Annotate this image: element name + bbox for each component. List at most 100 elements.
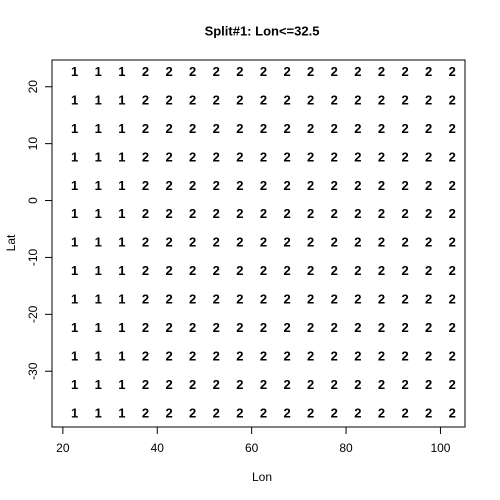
point-label: 2	[142, 348, 149, 363]
point-label: 2	[449, 235, 456, 250]
point-label: 2	[213, 178, 220, 193]
point-label: 1	[95, 121, 102, 136]
point-label: 2	[236, 377, 243, 392]
point-label: 1	[118, 206, 125, 221]
point-label: 2	[307, 64, 314, 79]
point-label: 2	[449, 377, 456, 392]
point-label: 2	[425, 64, 432, 79]
point-label: 2	[283, 292, 290, 307]
point-label: 2	[236, 405, 243, 420]
point-label: 1	[118, 178, 125, 193]
point-label: 2	[449, 206, 456, 221]
point-label: 2	[378, 263, 385, 278]
point-label: 2	[283, 121, 290, 136]
point-label: 2	[401, 92, 408, 107]
point-label: 2	[354, 292, 361, 307]
point-label: 2	[307, 92, 314, 107]
point-label: 2	[401, 377, 408, 392]
point-label: 1	[118, 405, 125, 420]
point-label: 2	[142, 263, 149, 278]
chart-title: Split#1: Lon<=32.5	[205, 23, 320, 38]
point-label: 2	[165, 348, 172, 363]
point-label: 2	[401, 292, 408, 307]
point-label: 2	[189, 348, 196, 363]
point-label: 2	[189, 377, 196, 392]
point-label: 1	[71, 320, 78, 335]
point-label: 2	[213, 206, 220, 221]
point-label: 2	[189, 263, 196, 278]
point-label: 2	[236, 292, 243, 307]
point-label: 1	[95, 64, 102, 79]
point-label: 2	[401, 149, 408, 164]
point-label: 2	[378, 320, 385, 335]
point-label: 2	[142, 377, 149, 392]
point-label: 2	[213, 292, 220, 307]
x-tick-label: 20	[56, 441, 70, 455]
y-axis-label: Lat	[4, 234, 18, 251]
point-label: 2	[165, 206, 172, 221]
point-label: 1	[71, 149, 78, 164]
point-label: 2	[213, 320, 220, 335]
y-tick-label: 20	[26, 80, 40, 94]
point-label: 1	[71, 377, 78, 392]
point-label: 2	[189, 235, 196, 250]
point-label: 2	[236, 92, 243, 107]
point-label: 2	[307, 377, 314, 392]
point-label: 2	[378, 178, 385, 193]
point-label: 2	[189, 206, 196, 221]
y-tick-label: -20	[26, 305, 40, 323]
point-label: 2	[354, 263, 361, 278]
point-label: 2	[425, 121, 432, 136]
point-label: 1	[118, 235, 125, 250]
point-label: 2	[378, 348, 385, 363]
point-label: 2	[142, 235, 149, 250]
point-label: 2	[449, 121, 456, 136]
point-label: 2	[331, 292, 338, 307]
point-label: 1	[95, 320, 102, 335]
point-label: 2	[165, 377, 172, 392]
point-label: 2	[401, 64, 408, 79]
point-label: 2	[401, 235, 408, 250]
point-label: 2	[213, 405, 220, 420]
point-label: 2	[142, 405, 149, 420]
point-label: 2	[142, 121, 149, 136]
point-label: 1	[95, 206, 102, 221]
point-label: 1	[71, 206, 78, 221]
point-label: 2	[331, 178, 338, 193]
point-label: 2	[260, 235, 267, 250]
point-label: 2	[236, 235, 243, 250]
y-tick-label: -30	[26, 362, 40, 380]
point-label: 2	[378, 149, 385, 164]
point-label: 2	[165, 263, 172, 278]
point-label: 2	[236, 64, 243, 79]
point-label: 1	[95, 292, 102, 307]
point-label: 2	[236, 121, 243, 136]
point-label: 1	[118, 121, 125, 136]
point-label: 2	[213, 263, 220, 278]
point-label: 2	[307, 178, 314, 193]
point-label: 2	[354, 149, 361, 164]
point-label: 1	[118, 348, 125, 363]
point-label: 2	[425, 348, 432, 363]
point-label: 2	[425, 92, 432, 107]
point-label: 1	[71, 405, 78, 420]
x-tick-label: 80	[339, 441, 353, 455]
point-label: 2	[189, 149, 196, 164]
point-label: 2	[331, 377, 338, 392]
point-label: 1	[95, 92, 102, 107]
point-label: 2	[307, 320, 314, 335]
point-label: 2	[260, 92, 267, 107]
point-label: 2	[354, 405, 361, 420]
x-tick-label: 100	[430, 441, 450, 455]
point-label: 2	[165, 64, 172, 79]
point-label: 2	[378, 377, 385, 392]
point-label: 2	[189, 178, 196, 193]
point-label: 1	[118, 92, 125, 107]
point-label: 2	[260, 64, 267, 79]
point-label: 2	[307, 149, 314, 164]
point-label: 2	[378, 405, 385, 420]
point-label: 2	[236, 206, 243, 221]
point-label: 2	[165, 92, 172, 107]
point-label: 2	[260, 121, 267, 136]
point-label: 2	[307, 348, 314, 363]
